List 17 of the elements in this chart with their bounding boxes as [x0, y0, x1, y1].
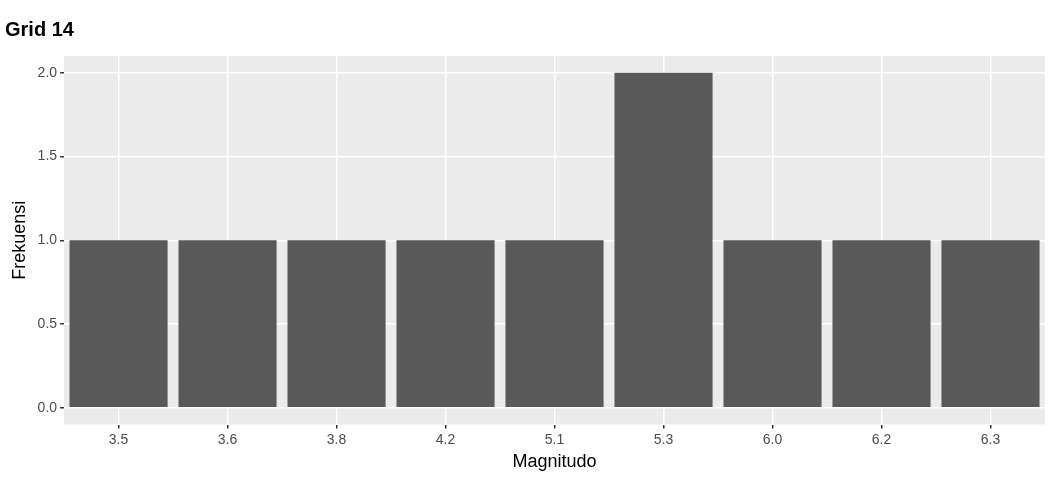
x-tick-label: 5.3 — [653, 430, 674, 447]
x-tick-label: 5.1 — [544, 430, 565, 447]
x-tick-label: 3.8 — [326, 430, 347, 447]
y-axis-title: Frekuensi — [8, 200, 29, 280]
x-tick-label: 6.2 — [871, 430, 892, 447]
x-tick-label: 6.3 — [980, 430, 1001, 447]
x-tick-label: 3.6 — [217, 430, 238, 447]
y-tick-label: 0.5 — [37, 314, 58, 331]
y-tick-label: 1.0 — [37, 231, 58, 248]
x-tick-label: 3.5 — [108, 430, 129, 447]
y-tick-label: 1.5 — [37, 147, 58, 164]
x-axis-title: Magnitudo — [512, 451, 597, 472]
y-tick-label: 2.0 — [37, 63, 58, 80]
y-tick-label: 0.0 — [37, 398, 58, 415]
x-tick-label: 4.2 — [435, 430, 456, 447]
x-tick-label: 6.0 — [762, 430, 783, 447]
chart-title: Grid 14 — [5, 17, 75, 40]
